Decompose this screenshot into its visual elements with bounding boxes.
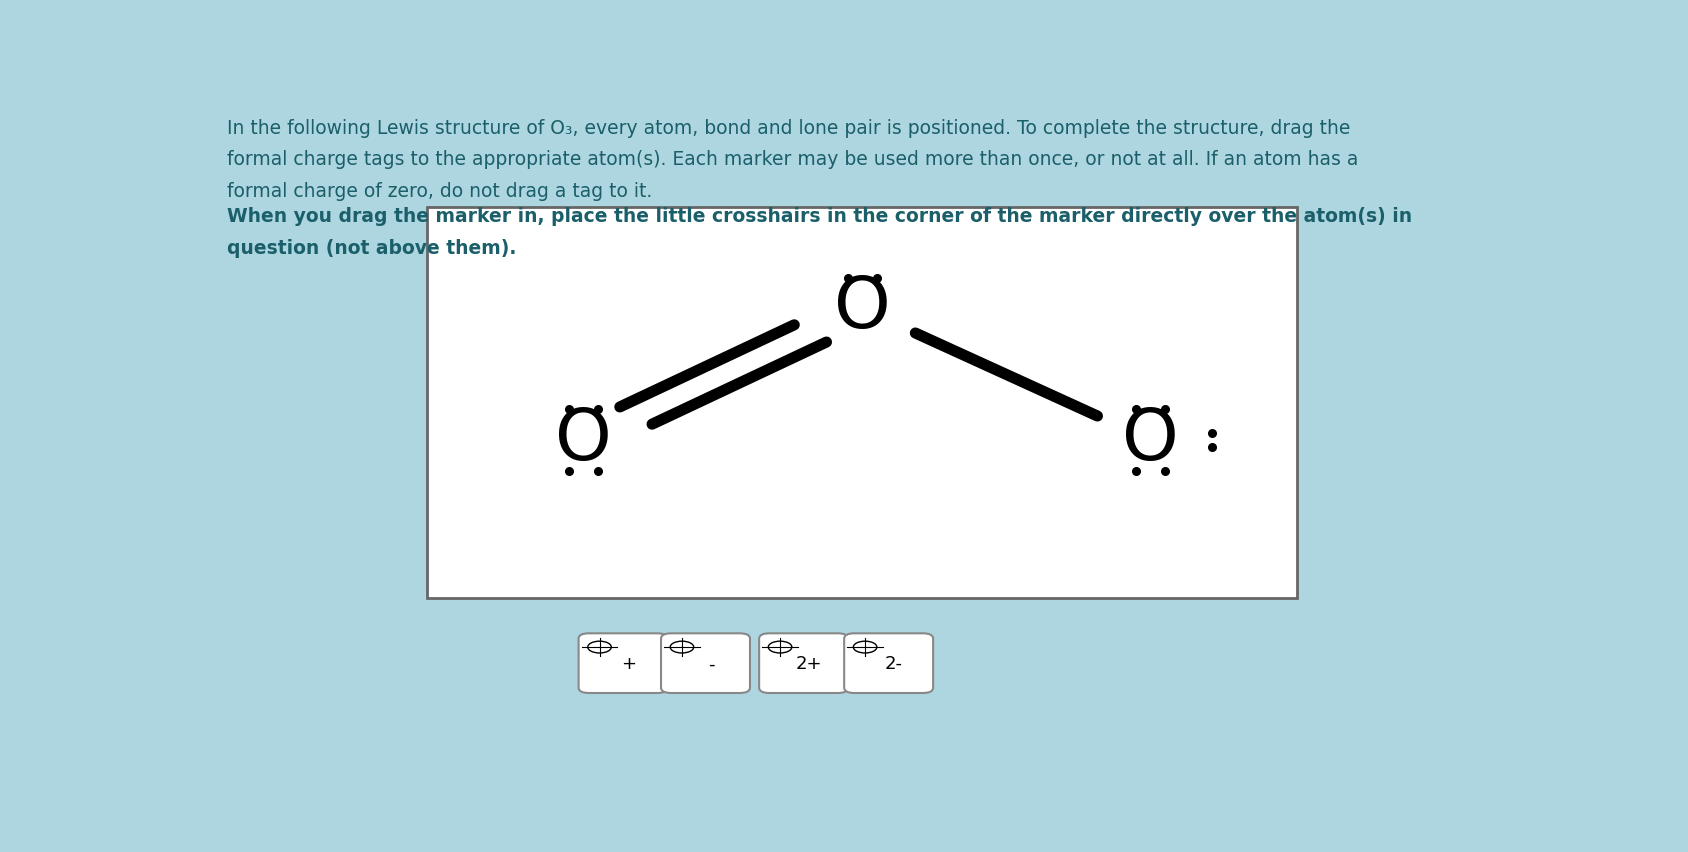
Text: -: - [707, 655, 714, 673]
FancyBboxPatch shape [844, 633, 933, 693]
Text: +: + [621, 655, 636, 673]
Text: In the following Lewis structure of O₃, every atom, bond and lone pair is positi: In the following Lewis structure of O₃, … [226, 118, 1350, 138]
Text: When you drag the marker in, place the little crosshairs in the corner of the ma: When you drag the marker in, place the l… [226, 207, 1411, 227]
FancyBboxPatch shape [662, 633, 749, 693]
Text: formal charge of zero, do not drag a tag to it.: formal charge of zero, do not drag a tag… [226, 181, 652, 200]
Text: 2+: 2+ [795, 655, 822, 673]
Text: formal charge tags to the appropriate atom(s). Each marker may be used more than: formal charge tags to the appropriate at… [226, 150, 1359, 170]
Text: question (not above them).: question (not above them). [226, 239, 517, 257]
FancyBboxPatch shape [427, 207, 1296, 597]
Text: O: O [555, 406, 613, 475]
Text: 2-: 2- [885, 655, 903, 673]
FancyBboxPatch shape [760, 633, 847, 693]
Text: O: O [1123, 406, 1178, 475]
FancyBboxPatch shape [579, 633, 667, 693]
Text: O: O [834, 274, 891, 343]
